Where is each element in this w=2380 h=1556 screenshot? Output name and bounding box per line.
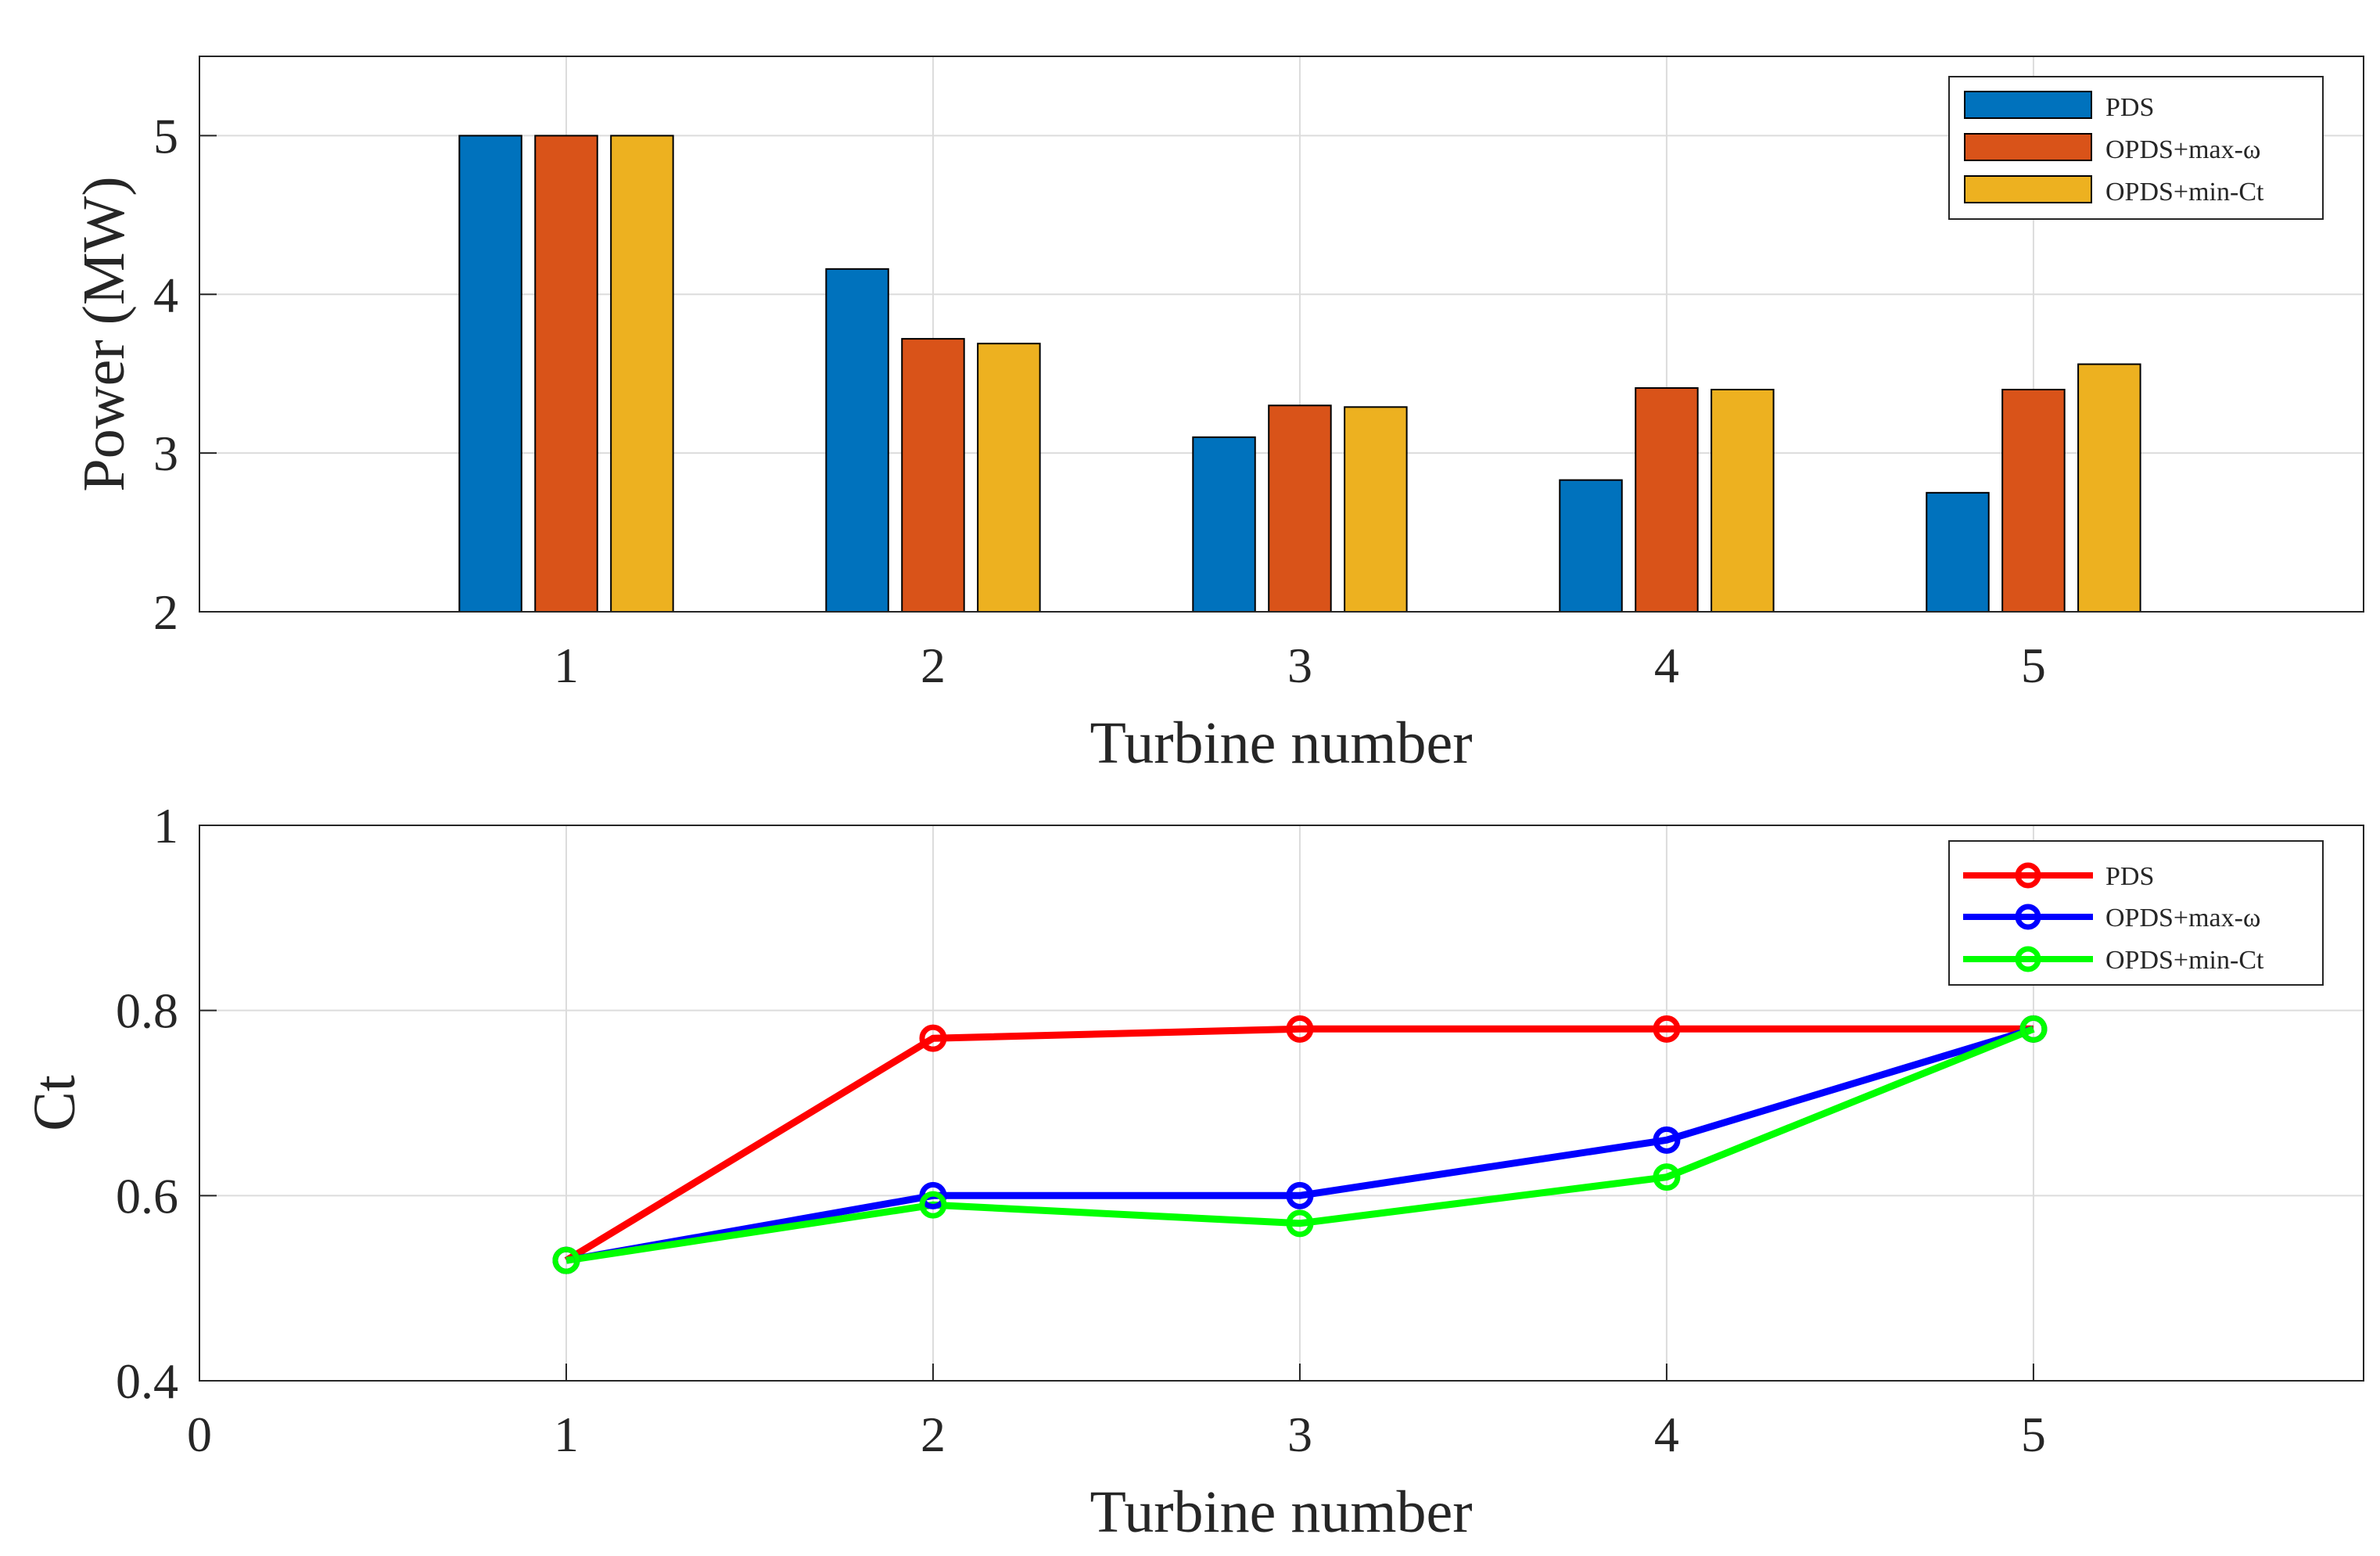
power-bar-s1-t1 xyxy=(458,135,522,613)
ct-y-axis-label: Ct xyxy=(22,1075,88,1131)
power-bar-s3-t3 xyxy=(1344,406,1408,613)
ct-x-tick-label: 2 xyxy=(921,1407,946,1462)
ct-point-s2-t4 xyxy=(1653,1126,1681,1154)
power-bar-s2-t5 xyxy=(2001,389,2066,613)
ct-x-tick-label: 5 xyxy=(2021,1407,2046,1462)
power-y-tick-label: 2 xyxy=(153,584,178,640)
ct-series-lines xyxy=(552,1015,2048,1274)
power-legend-label-min-ct: OPDS+min-Ct xyxy=(2105,178,2264,207)
ct-legend-label-max-omega: OPDS+max-ω xyxy=(2105,904,2260,933)
power-x-axis-label: Turbine number xyxy=(1089,710,1472,776)
ct-point-s3-t5 xyxy=(2019,1015,2048,1043)
ct-legend-label-pds: PDS xyxy=(2105,862,2154,891)
power-bar-s1-t4 xyxy=(1559,479,1623,613)
power-x-tick-labels: 1 2 3 4 5 xyxy=(554,638,2046,693)
ct-x-tick-label: 1 xyxy=(554,1407,579,1462)
power-legend-swatch-min-ct xyxy=(1964,175,2092,203)
ct-point-s1-t2 xyxy=(919,1024,947,1052)
ct-line-chart: 0 1 2 3 4 5 0.4 0.6 0.8 1 Turbine number Ct PDS … xyxy=(22,798,2364,1545)
power-bar-s1-t3 xyxy=(1192,436,1256,613)
ct-point-s3-t2 xyxy=(919,1191,947,1219)
power-bar-s3-t5 xyxy=(2077,363,2141,613)
ct-line-series-3 xyxy=(565,1026,2035,1264)
power-y-tick-label: 3 xyxy=(153,426,178,481)
power-x-tick-label: 5 xyxy=(2021,638,2046,693)
ct-line-series-1 xyxy=(564,1025,2034,1264)
power-y-tick-label: 5 xyxy=(153,108,178,164)
power-bar-s3-t1 xyxy=(610,135,674,613)
ct-legend-marker-min-ct xyxy=(2015,946,2041,972)
power-y-tick-label: 4 xyxy=(153,267,178,322)
power-x-tick-label: 1 xyxy=(554,638,579,693)
power-bar-s1-t2 xyxy=(825,268,889,613)
power-bars xyxy=(458,135,2141,613)
power-bar-s1-t5 xyxy=(1926,491,1990,613)
ct-point-s2-t3 xyxy=(1286,1181,1314,1209)
power-bar-s2-t3 xyxy=(1268,404,1332,613)
ct-point-s2-t2 xyxy=(919,1181,947,1209)
power-x-tick-label: 2 xyxy=(921,638,946,693)
power-bar-s3-t4 xyxy=(1711,389,1775,613)
ct-y-tick-label: 0.4 xyxy=(116,1353,178,1409)
ct-x-tick-label: 0 xyxy=(187,1407,212,1462)
ct-y-tick-label: 0.6 xyxy=(116,1168,178,1224)
ct-x-tick-labels: 0 1 2 3 4 5 xyxy=(187,1407,2046,1462)
ct-point-s3-t1 xyxy=(552,1246,580,1274)
power-y-axis-label: Power (MW) xyxy=(71,176,137,491)
power-bar-chart: 1 2 3 4 5 2 3 4 5 Turbine number Power (MW) PDS… xyxy=(71,56,2364,776)
power-legend-swatch-pds xyxy=(1964,91,2092,119)
ct-y-tick-labels: 0.4 0.6 0.8 1 xyxy=(116,798,178,1409)
ct-y-tick-label: 0.8 xyxy=(116,983,178,1039)
ct-point-s3-t3 xyxy=(1286,1209,1314,1238)
ct-x-axis-label: Turbine number xyxy=(1089,1479,1472,1545)
power-bar-s2-t1 xyxy=(534,135,598,613)
ct-axes-box xyxy=(199,825,2364,1382)
power-axes-box xyxy=(199,56,2364,613)
power-legend-swatch-max-omega xyxy=(1964,133,2092,161)
power-legend: PDS OPDS+max-ω OPDS+min-Ct xyxy=(1948,76,2324,220)
ct-legend: PDS OPDS+max-ω OPDS+min-Ct xyxy=(1948,840,2324,986)
power-bar-s3-t2 xyxy=(977,343,1041,613)
ct-x-tick-label: 3 xyxy=(1287,1407,1312,1462)
ct-point-s1-t4 xyxy=(1653,1015,1681,1043)
ct-point-s1-t3 xyxy=(1286,1015,1314,1043)
ct-legend-marker-max-omega xyxy=(2015,904,2041,930)
power-x-tick-label: 3 xyxy=(1287,638,1312,693)
power-x-tick-label: 4 xyxy=(1654,638,1679,693)
power-legend-label-max-omega: OPDS+max-ω xyxy=(2105,135,2260,164)
ct-legend-label-min-ct: OPDS+min-Ct xyxy=(2105,946,2264,975)
ct-legend-marker-pds xyxy=(2015,862,2041,889)
power-legend-label-pds: PDS xyxy=(2105,93,2154,122)
ct-y-tick-label: 1 xyxy=(153,798,178,853)
power-bar-s2-t4 xyxy=(1635,386,1699,613)
ct-point-s3-t4 xyxy=(1653,1163,1681,1191)
ct-x-tick-label: 4 xyxy=(1654,1407,1679,1462)
power-y-tick-labels: 2 3 4 5 xyxy=(153,108,178,640)
ct-line-series-2 xyxy=(565,1025,2035,1264)
power-bar-s2-t2 xyxy=(901,338,965,613)
